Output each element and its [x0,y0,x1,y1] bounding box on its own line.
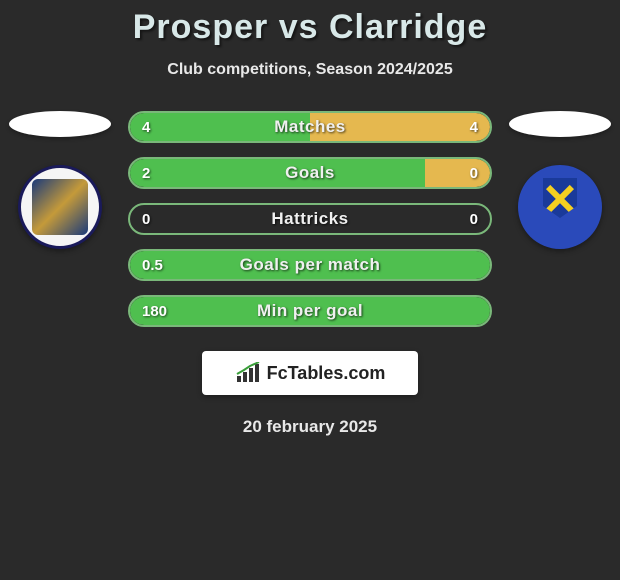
left-column [6,111,114,249]
bar-label: Matches [130,117,490,137]
comparison-card: Prosper vs Clarridge Club competitions, … [0,0,620,437]
stat-bar: Matches4 4 [128,111,492,143]
bar-value-right: 4 [470,119,478,136]
stat-bar: Hattricks0 0 [128,203,492,235]
bar-value-right: 0 [470,211,478,228]
right-team-crest [518,165,602,249]
stat-bar: Min per goal180 [128,295,492,327]
bar-label: Min per goal [130,301,490,321]
main-row: Matches44Goals20Hattricks00Goals per mat… [0,111,620,327]
page-title: Prosper vs Clarridge [0,8,620,47]
bar-value-left: 180 [142,303,167,320]
date-text: 20 february 2025 [0,417,620,437]
stat-bar: Goals per match0.5 [128,249,492,281]
right-ellipse [509,111,611,137]
source-logo: FcTables.com [202,351,418,395]
bar-chart-icon [235,362,261,384]
bar-label: Goals [130,163,490,183]
bar-value-left: 0 [142,211,150,228]
stat-bar: Goals2 0 [128,157,492,189]
bar-value-left: 0.5 [142,257,163,274]
bar-label: Hattricks [130,209,490,229]
left-ellipse [9,111,111,137]
left-team-crest [18,165,102,249]
right-column [506,111,614,249]
crest-right-shield-icon [535,178,585,236]
subtitle: Club competitions, Season 2024/2025 [0,61,620,79]
bar-value-right: 0 [470,165,478,182]
bar-value-left: 2 [142,165,150,182]
bar-label: Goals per match [130,255,490,275]
logo-text: FcTables.com [267,363,386,384]
bar-value-left: 4 [142,119,150,136]
crest-left-shield-icon [32,179,88,235]
stats-bars: Matches44Goals20Hattricks00Goals per mat… [128,111,492,327]
